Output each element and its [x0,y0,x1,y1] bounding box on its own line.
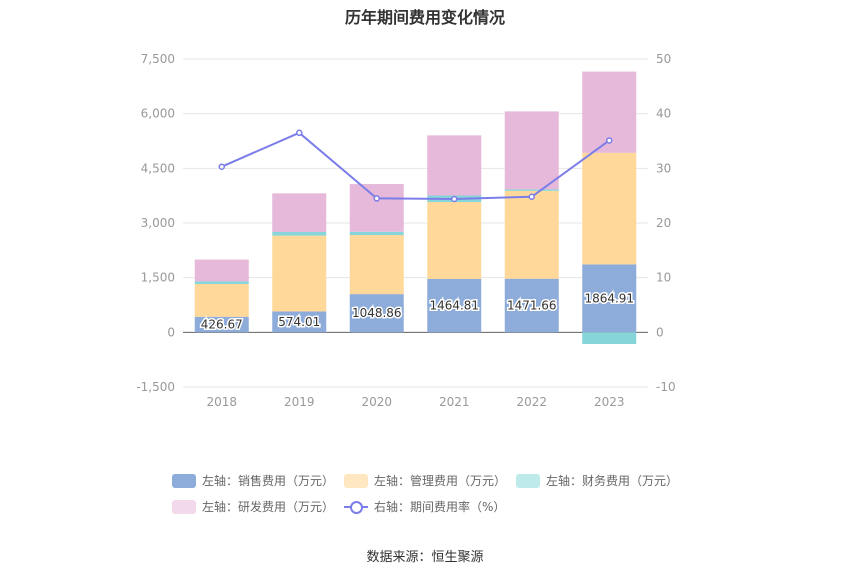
right-tick-label: 0 [656,325,664,339]
bar-sales-2018 [194,316,249,333]
legend-label-sales: 左轴：销售费用（万元） [202,474,335,488]
left-tick-label: 4,500 [141,161,175,175]
right-tick-label: 30 [656,161,671,175]
rate-point-2018 [218,163,225,170]
legend-swatch-finance [516,473,540,488]
rate-point-2022 [528,193,535,201]
bar-sales-2023 [582,264,637,333]
data-label-2019: 574.01 [278,315,320,329]
x-tick-label: 2018 [206,395,237,409]
x-tick-label: 2023 [594,395,625,409]
legend-line-marker-icon [344,500,368,514]
right-tick-label: 40 [656,107,671,121]
rate-line [221,131,610,200]
data-label-2023: 1864.91 [584,291,634,305]
left-tick-label: 0 [167,325,175,339]
left-tick-label: 7,500 [141,52,175,66]
expense-rate-line [218,129,613,203]
legend-item-finance[interactable]: 左轴：财务费用（万元） [516,472,678,489]
legend-item-rate[interactable]: 右轴：期间费用率（%） [344,498,505,515]
bar-rnd-2021 [427,135,482,196]
right-tick-label: 20 [656,216,671,230]
data-labels: 426.67 574.01 1048.86 1464.81 1471.66 1864.91 [199,290,635,333]
bar-admin-2023 [582,152,637,265]
legend-item-admin[interactable]: 左轴：管理费用（万元） [344,472,506,489]
legend-item-rnd[interactable]: 左轴：研发费用（万元） [172,498,334,515]
left-tick-label: -1,500 [136,380,175,394]
grid-lines [183,58,648,388]
data-label-2020: 1048.86 [352,306,402,320]
right-tick-label: 50 [656,52,671,66]
legend-label-rnd: 左轴：研发费用（万元） [202,500,335,514]
x-tick-label: 2020 [361,395,392,409]
bar-rnd-2022 [504,111,559,190]
legend-swatch-rnd [172,499,196,514]
x-tick-label: 2022 [516,395,547,409]
bar-finance-2018 [194,281,249,284]
rate-point-2021 [451,195,458,203]
data-label-2021: 1464.81 [429,299,479,313]
bar-rnd-2018 [194,259,249,282]
bar-finance-2022 [504,189,559,191]
left-tick-label: 1,500 [141,271,175,285]
bar-admin-2022 [504,190,559,279]
bar-admin-2019 [272,235,327,312]
bar-sales-2021 [427,278,482,333]
legend-label-admin: 左轴：管理费用（万元） [374,474,507,488]
data-label-2022: 1471.66 [507,299,557,313]
x-tick-label: 2021 [439,395,470,409]
bar-sales-2019 [272,311,327,333]
bar-finance-2019 [272,231,327,236]
rate-point-2019 [296,129,303,137]
legend-item-sales[interactable]: 左轴：销售费用（万元） [172,472,334,489]
bars [194,71,637,344]
bar-admin-2021 [427,202,482,279]
bar-sales-2022 [504,278,559,333]
legend-label-rate: 右轴：期间费用率（%） [374,500,506,514]
legend-swatch-admin [344,473,368,488]
left-axis: 7,500 6,000 4,500 3,000 1,500 0 -1,500 [136,52,175,394]
bar-admin-2018 [194,283,249,317]
legend-swatch-sales [172,473,196,488]
chart-title: 历年期间费用变化情况 [344,8,505,27]
data-label-2018: 426.67 [201,318,243,332]
left-tick-label: 3,000 [141,216,175,230]
rate-point-2023 [606,137,613,144]
bar-sales-2020 [349,294,404,333]
bar-admin-2020 [349,235,404,295]
data-source: 数据来源：恒生聚源 [366,550,484,565]
bar-finance-2020 [349,231,404,236]
right-axis: 50 40 30 20 10 0 -10 [656,52,676,394]
left-tick-label: 6,000 [141,107,175,121]
right-tick-label: 10 [656,271,671,285]
legend-label-finance: 左轴：财务费用（万元） [546,474,679,488]
x-axis: 2018 2019 2020 2021 2022 2023 [206,395,624,409]
right-tick-label: -10 [656,380,676,394]
bar-rnd-2019 [272,193,327,232]
bar-finance-2023 [582,332,637,344]
x-tick-label: 2019 [284,395,315,409]
bar-rnd-2020 [349,184,404,232]
rate-point-2020 [373,195,380,202]
